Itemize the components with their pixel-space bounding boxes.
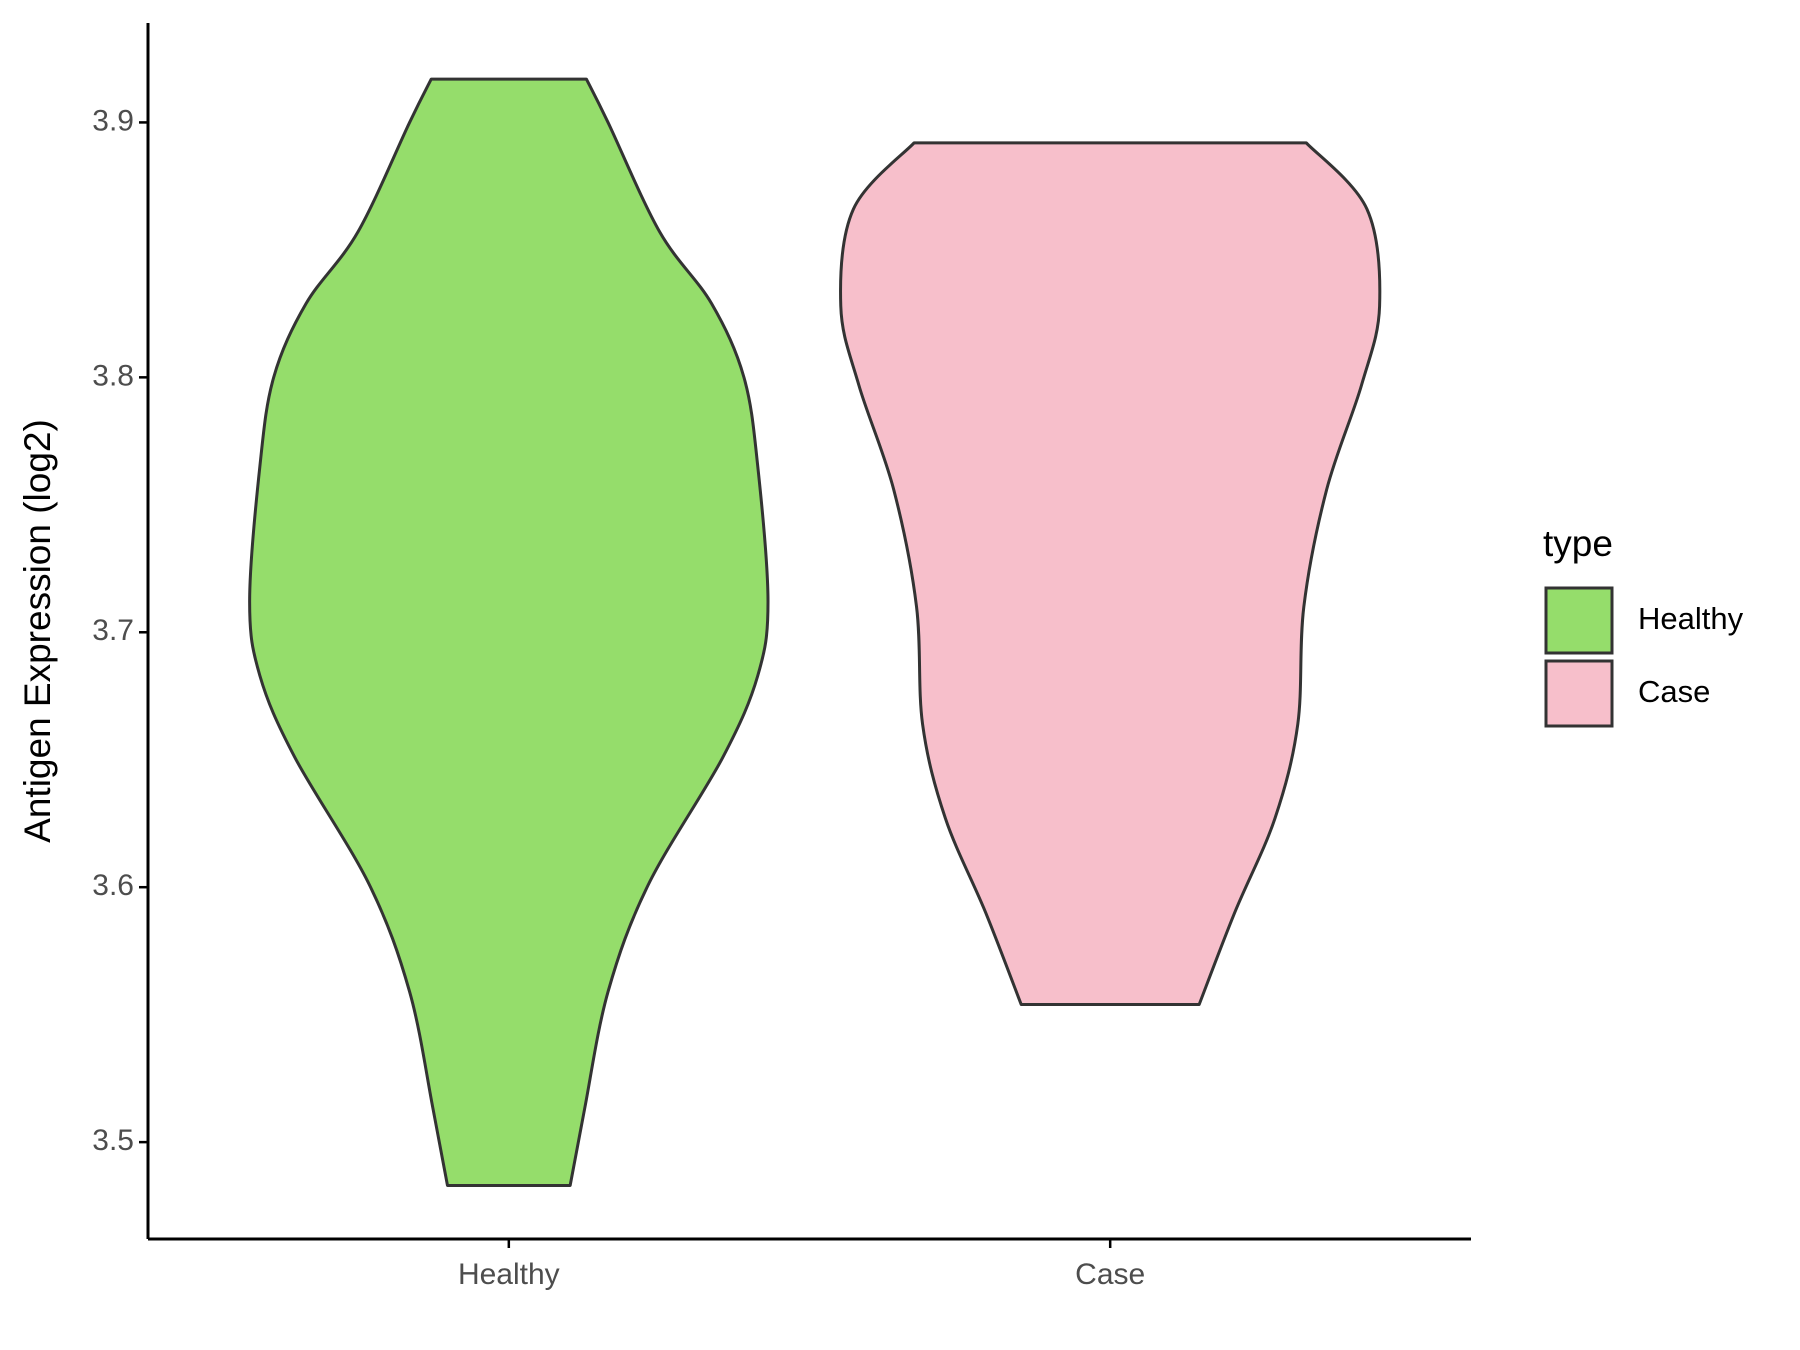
legend-key	[1544, 659, 1614, 728]
y-axis-title: Antigen Expression (log2)	[17, 419, 58, 843]
y-tick-label: 3.9	[92, 104, 134, 137]
y-tick-label: 3.6	[92, 869, 134, 902]
violin	[839, 141, 1382, 1006]
legend-title: type	[1543, 523, 1613, 564]
legend-key	[1544, 586, 1614, 655]
x-tick-label: Case	[1075, 1258, 1145, 1291]
legend-label: Healthy	[1638, 601, 1744, 636]
y-tick-label: 3.5	[92, 1124, 134, 1157]
violin	[248, 77, 770, 1187]
x-tick-label: Healthy	[458, 1258, 560, 1291]
y-tick-label: 3.7	[92, 614, 134, 647]
y-tick-label: 3.8	[92, 359, 134, 392]
legend-label: Case	[1638, 674, 1710, 709]
